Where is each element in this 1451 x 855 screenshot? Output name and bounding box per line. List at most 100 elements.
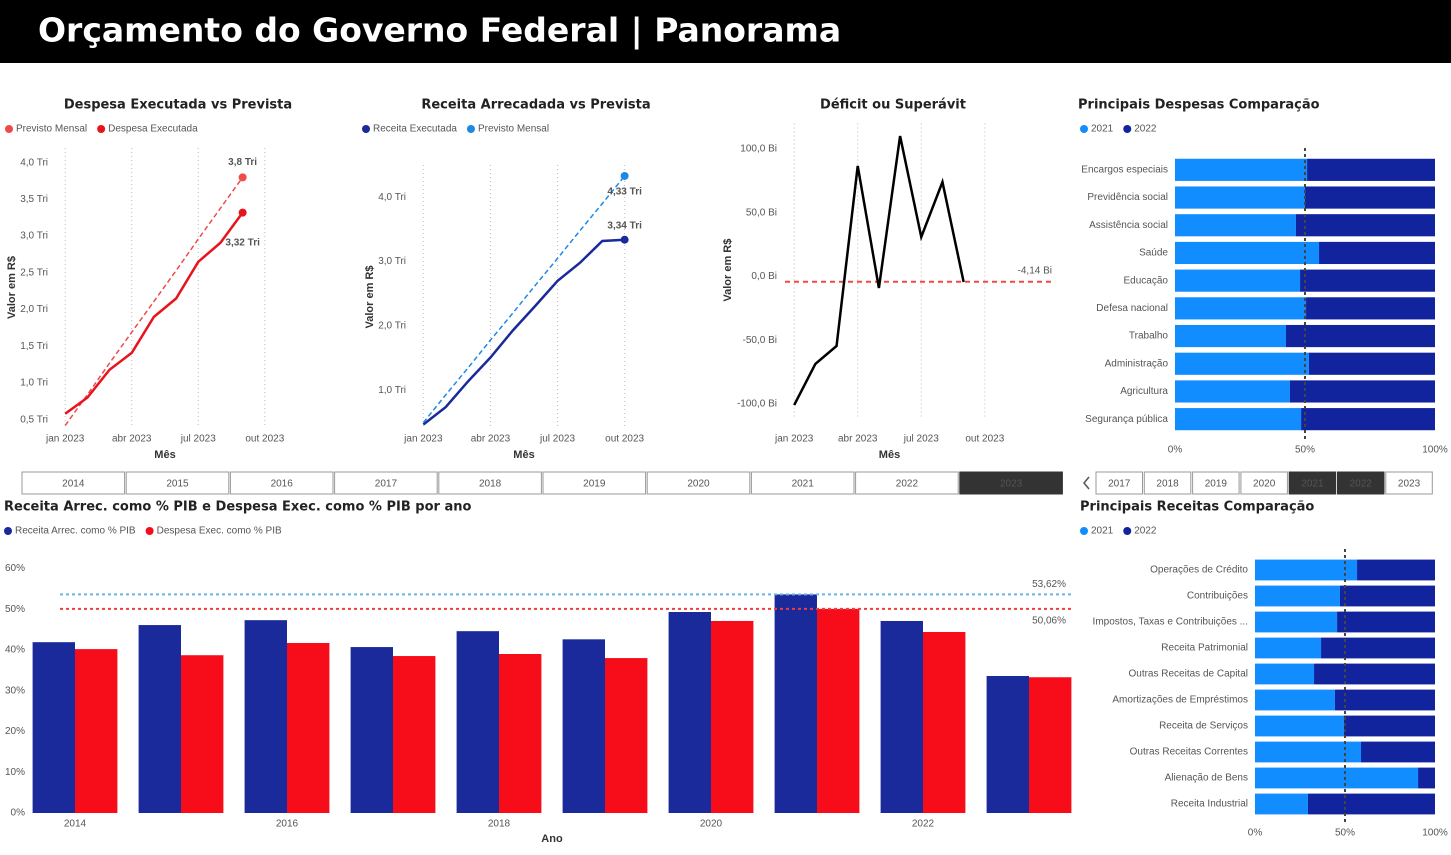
- bar-segment: [1255, 585, 1340, 607]
- bar-segment: [1306, 297, 1435, 320]
- slicer-button[interactable]: [125, 471, 230, 495]
- legend-marker: [1123, 125, 1132, 133]
- y-tick-label: 20%: [5, 726, 25, 737]
- bar-segment: [1319, 241, 1435, 265]
- y-tick-label: 50%: [5, 604, 25, 615]
- slicer-label[interactable]: 2018: [1156, 479, 1179, 490]
- data-label: 3,32 Tri: [225, 237, 260, 248]
- legend-label: Receita Executada: [373, 124, 457, 135]
- bar-segment: [1175, 158, 1308, 181]
- slicer-label[interactable]: 2020: [1253, 479, 1276, 490]
- y-tick-label: -100,0 Bi: [737, 399, 777, 410]
- category-label: Defesa nacional: [1096, 303, 1168, 314]
- slicer-label[interactable]: 2022: [896, 479, 919, 490]
- bar-segment: [1305, 186, 1435, 209]
- category-label: Receita de Serviços: [1159, 721, 1248, 732]
- category-label: Contribuições: [1187, 591, 1248, 602]
- y-tick-label: 3,0 Tri: [378, 256, 406, 267]
- slicer-label[interactable]: 2016: [271, 479, 294, 490]
- slicer-label[interactable]: 2014: [62, 479, 85, 490]
- slicer-label[interactable]: 2020: [687, 479, 710, 490]
- slicer-button[interactable]: [1192, 471, 1240, 495]
- x-tick-label: 0%: [1168, 445, 1183, 456]
- slicer-button[interactable]: [1095, 471, 1143, 495]
- category-label: Previdência social: [1087, 192, 1168, 203]
- series-line: [64, 176, 244, 426]
- y-tick-label: 4,0 Tri: [378, 192, 406, 203]
- category-label: Alienação de Bens: [1165, 773, 1248, 784]
- slicer-label[interactable]: 2015: [166, 479, 189, 490]
- slicer-button[interactable]: [334, 471, 438, 495]
- x-tick-label: jan 2023: [774, 434, 814, 445]
- x-tick-label: 2022: [912, 819, 935, 830]
- y-tick-label: 40%: [5, 645, 25, 656]
- slicer-label[interactable]: 2023: [1000, 479, 1023, 490]
- slicer-button[interactable]: [1143, 471, 1192, 495]
- category-label: Educação: [1124, 275, 1169, 286]
- x-tick-label: jan 2023: [45, 434, 85, 445]
- slicer-button[interactable]: [959, 471, 1063, 495]
- bar: [711, 620, 754, 813]
- slicer-label[interactable]: 2022: [1350, 479, 1373, 490]
- slicer-button[interactable]: [1240, 471, 1288, 495]
- x-tick-label: jul 2023: [180, 434, 216, 445]
- bar-segment: [1418, 767, 1435, 789]
- data-label: 3,8 Tri: [228, 157, 257, 168]
- y-tick-label: 4,0 Tri: [20, 157, 48, 168]
- slicer-label[interactable]: 2023: [1398, 479, 1421, 490]
- slicer-button[interactable]: [855, 471, 959, 495]
- slicer-button[interactable]: [1337, 471, 1385, 495]
- slicer-label[interactable]: 2019: [583, 479, 606, 490]
- legend-marker: [1080, 125, 1088, 133]
- category-label: Operações de Crédito: [1150, 565, 1248, 576]
- x-tick-label: 2016: [276, 819, 299, 830]
- bar-segment: [1361, 741, 1435, 763]
- reference-label: -4,14 Bi: [1018, 265, 1052, 276]
- slicer-label[interactable]: 2017: [1108, 479, 1131, 490]
- chart-title: Despesa Executada vs Prevista: [64, 98, 292, 113]
- slicer-button[interactable]: [646, 471, 751, 495]
- chart-title: Receita Arrec. como % PIB e Despesa Exec…: [4, 500, 471, 515]
- x-tick-label: abr 2023: [112, 434, 152, 445]
- legend-label: Despesa Exec. como % PIB: [157, 526, 282, 537]
- bar: [75, 649, 118, 813]
- slicer-label[interactable]: 2021: [792, 479, 815, 490]
- slicer-button[interactable]: [21, 471, 126, 495]
- x-axis-label: Mês: [879, 449, 900, 461]
- slicer-button[interactable]: [1288, 471, 1337, 495]
- slicer-button[interactable]: [750, 471, 855, 495]
- bar-segment: [1334, 689, 1435, 711]
- bar-segment: [1289, 380, 1435, 403]
- slicer-label[interactable]: 2021: [1301, 479, 1324, 490]
- bar-segment: [1255, 767, 1419, 789]
- bar: [774, 594, 817, 813]
- slicer-button[interactable]: [1385, 471, 1433, 495]
- series-line: [422, 238, 625, 426]
- x-tick-label: out 2023: [965, 434, 1004, 445]
- y-tick-label: 0%: [11, 808, 26, 819]
- series-line: [64, 211, 244, 415]
- slicer-button[interactable]: [229, 471, 334, 495]
- bar-segment: [1357, 559, 1435, 581]
- bar: [668, 612, 711, 813]
- slicer-label[interactable]: 2018: [479, 479, 502, 490]
- y-tick-label: 1,5 Tri: [20, 341, 48, 352]
- bar-segment: [1314, 663, 1435, 685]
- slicer-button[interactable]: [542, 471, 647, 495]
- y-tick-label: 10%: [5, 767, 25, 778]
- bar-segment: [1286, 324, 1435, 348]
- slicer-button[interactable]: [438, 471, 542, 495]
- category-label: Receita Patrimonial: [1161, 643, 1248, 654]
- legend-marker: [97, 125, 106, 133]
- y-tick-label: 0,0 Bi: [751, 271, 777, 282]
- slicer-label[interactable]: 2019: [1205, 479, 1228, 490]
- x-tick-label: jul 2023: [903, 434, 939, 445]
- category-label: Administração: [1105, 358, 1169, 369]
- bar-segment: [1300, 269, 1435, 292]
- end-marker: [620, 235, 629, 244]
- y-axis-label: Valor em R$: [364, 266, 376, 329]
- scroll-arrow[interactable]: [1083, 476, 1090, 490]
- category-label: Segurança pública: [1085, 414, 1168, 425]
- slicer-label[interactable]: 2017: [375, 479, 398, 490]
- bar: [817, 608, 860, 813]
